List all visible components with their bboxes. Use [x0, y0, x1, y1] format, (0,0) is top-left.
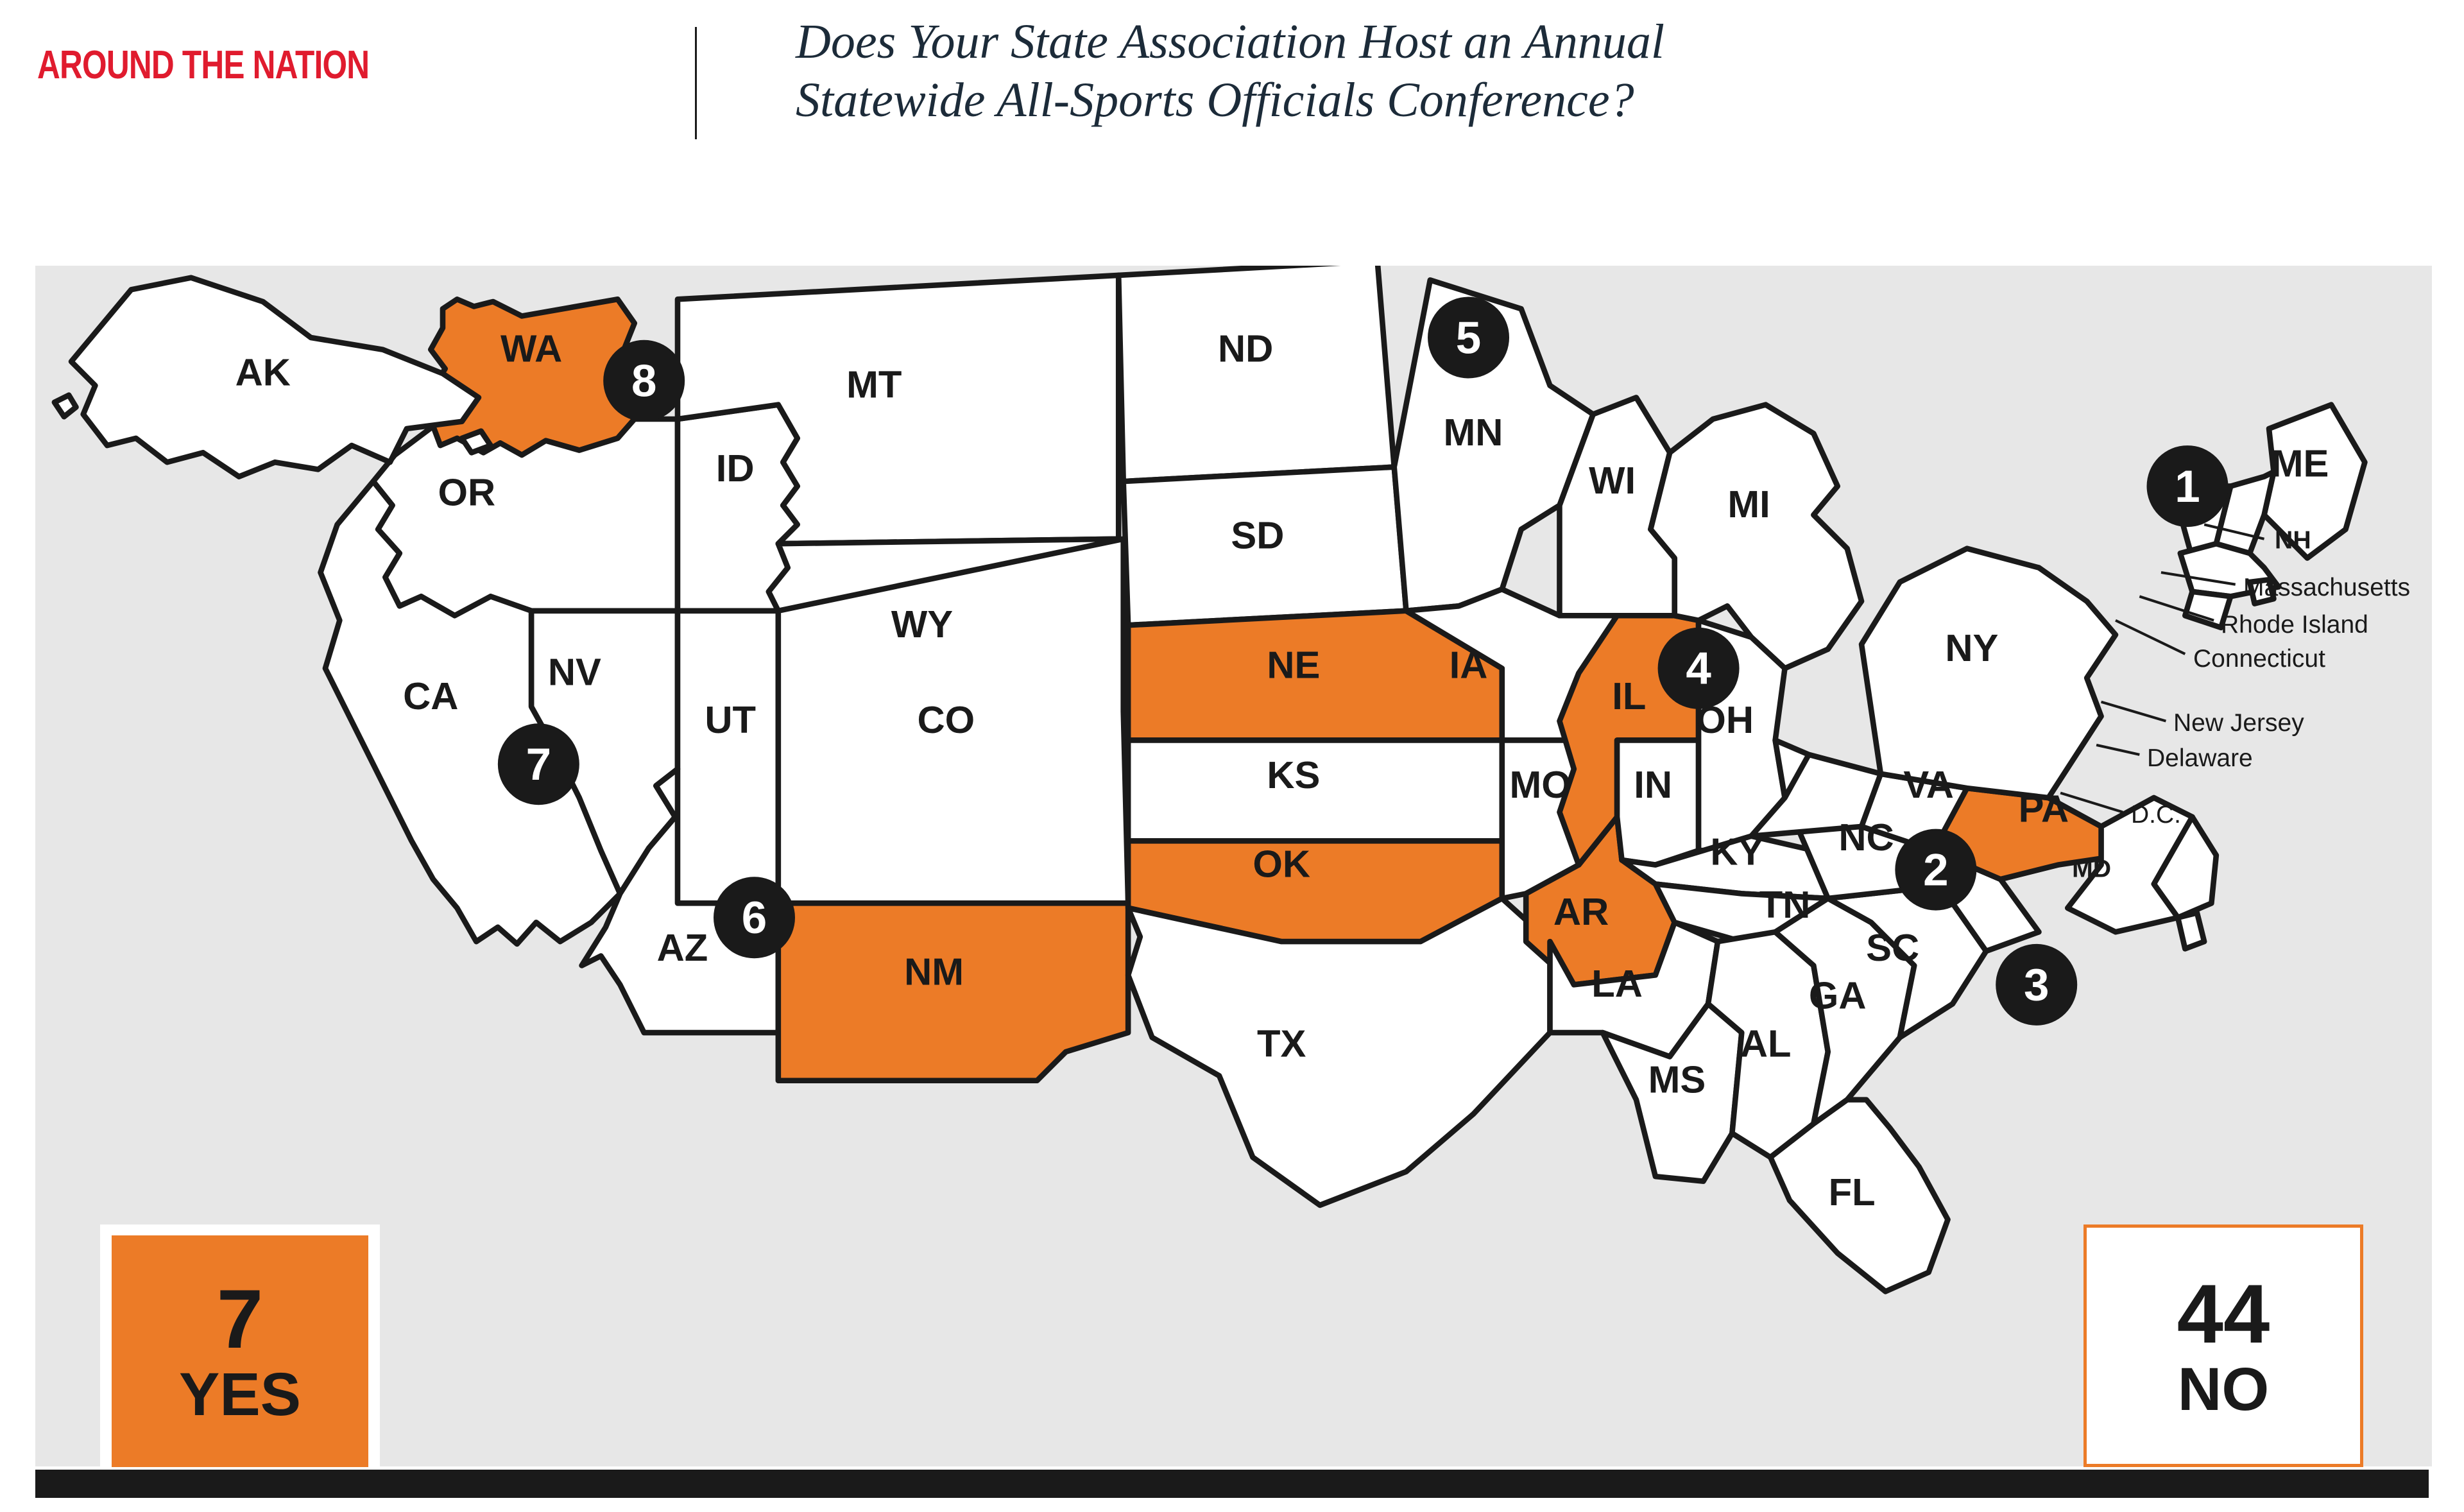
svg-text:NY: NY: [1945, 626, 1998, 669]
svg-text:NH: NH: [2275, 527, 2311, 554]
svg-text:GA: GA: [1809, 974, 1867, 1017]
svg-text:AL: AL: [1740, 1022, 1792, 1065]
svg-text:WA: WA: [501, 327, 562, 370]
svg-text:7: 7: [526, 739, 551, 790]
svg-text:UT: UT: [705, 698, 756, 741]
svg-text:CA: CA: [403, 674, 458, 717]
svg-text:IN: IN: [1634, 763, 1672, 806]
svg-text:4: 4: [1686, 644, 1711, 694]
svg-text:NV: NV: [548, 651, 601, 694]
svg-text:MO: MO: [1509, 763, 1571, 806]
svg-text:FL: FL: [1829, 1171, 1876, 1214]
svg-text:CO: CO: [917, 698, 975, 741]
svg-text:KS: KS: [1267, 753, 1320, 796]
svg-text:MS: MS: [1648, 1058, 1706, 1101]
svg-text:AZ: AZ: [657, 926, 708, 969]
svg-text:NC: NC: [1838, 816, 1894, 859]
svg-text:AK: AK: [235, 351, 291, 394]
svg-text:NE: NE: [1267, 643, 1320, 686]
svg-text:6: 6: [742, 893, 767, 943]
svg-text:2: 2: [1923, 845, 1948, 895]
svg-text:WY: WY: [891, 603, 953, 646]
svg-text:AR: AR: [1553, 890, 1609, 933]
svg-text:TX: TX: [1257, 1022, 1306, 1065]
svg-text:NM: NM: [904, 950, 964, 993]
svg-text:MD: MD: [2072, 855, 2111, 882]
svg-text:MN: MN: [1444, 411, 1503, 454]
svg-text:WI: WI: [1589, 459, 1636, 502]
svg-text:IA: IA: [1450, 643, 1488, 686]
svg-text:OR: OR: [438, 470, 495, 513]
svg-text:IL: IL: [1612, 674, 1646, 717]
svg-text:SD: SD: [1231, 514, 1284, 557]
svg-text:TN: TN: [1759, 883, 1811, 926]
svg-text:8: 8: [631, 356, 656, 407]
svg-text:MI: MI: [1727, 483, 1770, 526]
svg-text:ID: ID: [716, 447, 755, 490]
svg-text:SC: SC: [1866, 926, 1919, 969]
svg-text:MT: MT: [846, 363, 902, 406]
svg-text:OK: OK: [1253, 842, 1310, 885]
svg-text:3: 3: [2024, 960, 2049, 1011]
svg-text:ND: ND: [1218, 327, 1273, 370]
svg-text:VA: VA: [1903, 763, 1954, 806]
svg-text:KY: KY: [1710, 830, 1763, 873]
svg-text:1: 1: [2175, 461, 2200, 512]
svg-text:LA: LA: [1591, 962, 1643, 1005]
svg-text:ME: ME: [2272, 442, 2329, 485]
svg-text:5: 5: [1456, 313, 1481, 363]
